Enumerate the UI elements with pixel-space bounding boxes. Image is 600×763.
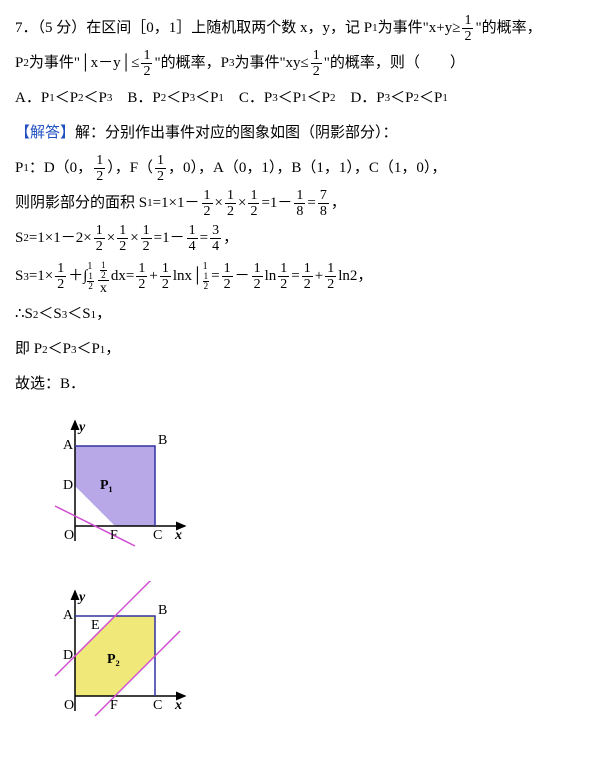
svg-text:x: x: [174, 528, 182, 543]
conclusion-s: ∴S2 ＜S3 ＜S1 ，: [15, 298, 585, 331]
svg-text:D: D: [63, 648, 73, 663]
q-number: 7．（5 分）: [15, 12, 86, 45]
stem-text: 在区间［0，1］上随机取两个数 x，y，记 P: [86, 12, 372, 45]
eval-bounds: 1 12: [203, 262, 210, 291]
stem-text: P: [15, 47, 23, 80]
chart-p1: y x A B D F C O P₁: [35, 411, 205, 561]
question-line-2: P 2 为事件"│x－y│≤ 12 "的概率，P 3 为事件"xy≤ 12 "的…: [15, 47, 585, 80]
opt-b: B．P: [112, 82, 160, 115]
question-line-1: 7．（5 分） 在区间［0，1］上随机取两个数 x，y，记 P 1 为事件"x+…: [15, 12, 585, 45]
svg-text:O: O: [64, 528, 74, 543]
opt-c: C．P: [224, 82, 272, 115]
opt-d: D．P: [335, 82, 384, 115]
svg-text:y: y: [77, 420, 86, 435]
stem-text: 为事件"xy≤: [234, 47, 308, 80]
svg-text:A: A: [63, 608, 74, 623]
stem-text: 为事件"│x－y│≤: [29, 47, 140, 80]
fraction: 12: [94, 153, 105, 185]
fraction: 12: [141, 48, 152, 80]
svg-text:C: C: [153, 698, 162, 713]
stem-text: "的概率，: [475, 12, 541, 45]
svg-text:x: x: [174, 698, 182, 713]
svg-text:B: B: [158, 433, 167, 448]
svg-text:P₁: P₁: [100, 478, 113, 493]
final-answer: 故选：B．: [15, 368, 585, 401]
svg-text:C: C: [153, 528, 162, 543]
p1-points-line: P1 ：D（0， 12 ），F（ 12 ，0），A（0，1），B（1，1），C（…: [15, 152, 585, 185]
conclusion-p: 即 P2 ＜P3 ＜P1 ，: [15, 333, 585, 366]
answer-text: 解：分别作出事件对应的图象如图（阴影部分）：: [75, 117, 398, 150]
chart-p2: y x A B D E F C O P₂: [35, 581, 205, 731]
opt-a: A．P: [15, 82, 49, 115]
integral-bounds: 1 12: [87, 262, 94, 291]
s3-line: S3 =1× 12 ＋∫ 1 12 12x dx= 12 + 12 lnx│ 1…: [15, 257, 585, 296]
svg-text:A: A: [63, 438, 74, 453]
stem-text: 为事件"x+y≥: [378, 12, 461, 45]
answer-line-1: 【解答】 解：分别作出事件对应的图象如图（阴影部分）：: [15, 117, 585, 150]
fraction: 12: [462, 13, 473, 45]
svg-text:y: y: [77, 590, 86, 605]
s1-line: 则阴影部分的面积 S1 =1×1－ 12 × 12 × 12 =1－ 18 = …: [15, 187, 585, 220]
svg-text:F: F: [110, 698, 118, 713]
svg-text:F: F: [110, 528, 118, 543]
svg-text:D: D: [63, 478, 73, 493]
stem-text: "的概率，P: [154, 47, 228, 80]
stem-text: "的概率，则（ ）: [324, 47, 465, 80]
svg-text:O: O: [64, 698, 74, 713]
svg-text:E: E: [91, 618, 100, 633]
answer-label: 【解答】: [15, 117, 75, 150]
fraction: 12: [155, 153, 166, 185]
options-line: A．P1 ＜P2 ＜P3 B．P2 ＜P3 ＜P1 C．P3 ＜P1 ＜P2 D…: [15, 82, 585, 115]
s2-line: S2 =1×1－2× 12 × 12 × 12 =1－ 14 = 34，: [15, 222, 585, 255]
svg-text:B: B: [158, 603, 167, 618]
p1-region: [75, 446, 155, 526]
fraction: 12: [311, 48, 322, 80]
svg-text:P₂: P₂: [107, 652, 120, 667]
